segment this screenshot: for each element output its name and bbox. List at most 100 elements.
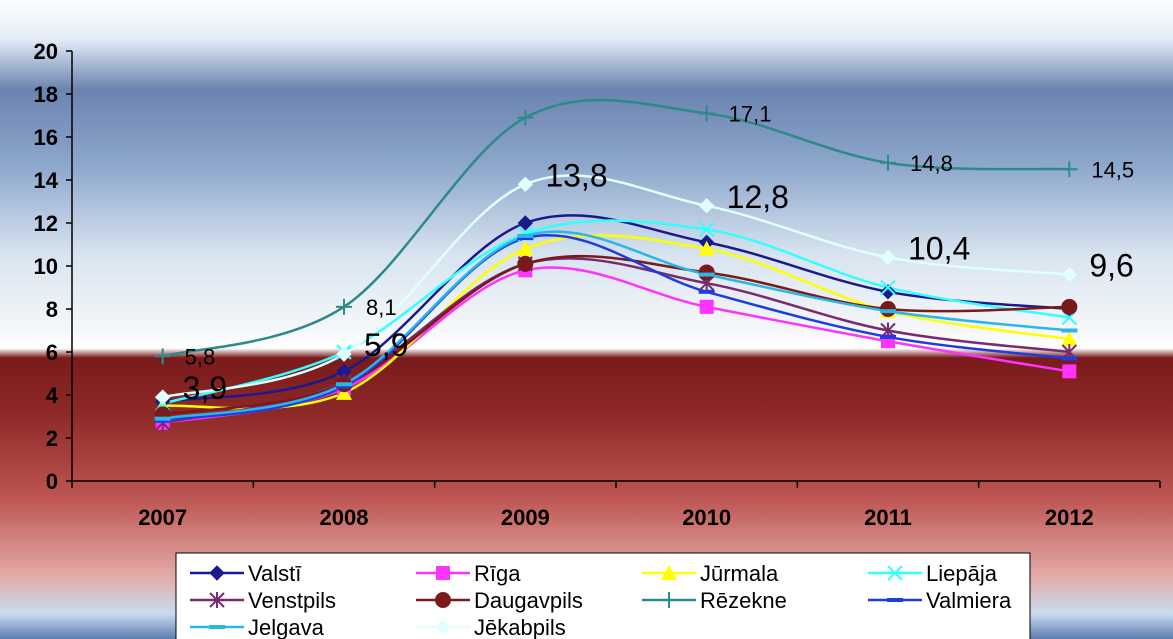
legend-box <box>175 552 1031 639</box>
legend-marker <box>209 625 225 629</box>
data-label: 9,6 <box>1089 248 1133 284</box>
data-point-jekabpils <box>154 389 171 405</box>
data-point-valsti <box>880 284 896 300</box>
y-tick-label: 10 <box>34 254 58 279</box>
legend-marker <box>435 619 451 635</box>
legend-label: Jelgava <box>248 615 325 639</box>
legend-label: Venstpils <box>248 588 336 613</box>
data-point-jelgava <box>154 416 171 421</box>
data-labels: 5,8 8,1 17,1 14,8 14,5 3,9 5,9 13,8 12,8 10,4 9,6 <box>183 101 1134 406</box>
legend-marker <box>661 565 677 580</box>
y-tick-label: 2 <box>46 426 58 451</box>
data-point-jurmala <box>1061 331 1078 347</box>
data-point-daugavpils <box>880 301 896 317</box>
axes: 0 2 4 6 8 10 12 14 16 18 20 2007 2008 2009 2010 2011 201… <box>34 39 1161 530</box>
data-point-jurmala <box>698 240 715 256</box>
data-point-jelgava <box>336 382 352 387</box>
data-point-jelgava <box>517 233 534 238</box>
legend-label: Jūrmala <box>700 561 779 586</box>
legend-marker <box>209 592 225 608</box>
data-point-jurmala <box>517 240 534 256</box>
data-label: 14,5 <box>1091 157 1134 182</box>
legend-marker <box>436 566 450 580</box>
data-point-rezekne <box>517 109 534 126</box>
data-point-jelgava <box>880 309 896 314</box>
y-tick-label: 20 <box>34 39 58 64</box>
x-tick-label: 2012 <box>1045 505 1094 530</box>
legend-item-jekabpils: Jēkabpils <box>416 615 566 639</box>
legend-marker <box>887 565 903 581</box>
legend-marker <box>661 592 677 608</box>
legend-item-liepaja: Liepāja <box>868 561 998 586</box>
legend-label: Daugavpils <box>474 588 583 613</box>
data-label: 5,9 <box>364 327 408 363</box>
legend-item-valmiera: Valmiera <box>868 588 1012 613</box>
legend-label: Liepāja <box>926 561 998 586</box>
series-line-valmiera <box>162 233 1070 423</box>
legend-item-daugavpils: Daugavpils <box>416 588 583 613</box>
data-label: 17,1 <box>729 101 772 126</box>
series-line-jurmala <box>162 234 1070 410</box>
legend-item-riga: Rīga <box>416 561 521 586</box>
legend-item-venstpils: Venstpils <box>190 588 336 613</box>
x-tick-label: 2010 <box>682 505 731 530</box>
legend-item-jurmala: Jūrmala <box>642 561 779 586</box>
legend-label: Valmiera <box>926 588 1012 613</box>
legend-label: Rēzekne <box>700 588 787 613</box>
series-line-daugavpils <box>162 254 1070 416</box>
data-point-rezekne <box>154 348 171 365</box>
legend-item-rezekne: Rēzekne <box>642 588 787 613</box>
series-line-jekabpils <box>162 174 1070 399</box>
data-point-valmiera <box>1061 356 1078 361</box>
data-label: 14,8 <box>910 151 953 176</box>
data-label: 5,8 <box>185 344 216 369</box>
data-point-valmiera <box>517 236 534 241</box>
legend-marker <box>209 565 225 581</box>
data-point-daugavpils <box>698 264 715 281</box>
data-label: 12,8 <box>727 179 789 215</box>
data-point-riga <box>1062 364 1077 379</box>
data-label: 3,9 <box>183 370 227 406</box>
legend-item-jelgava: Jelgava <box>190 615 325 639</box>
data-point-daugavpils <box>1061 298 1078 315</box>
legend-label: Rīga <box>474 561 521 586</box>
y-tick-label: 6 <box>46 340 58 365</box>
data-point-jelgava <box>1061 328 1078 333</box>
data-point-riga <box>699 299 714 314</box>
data-point-valmiera <box>880 334 896 339</box>
series-lines <box>162 98 1070 425</box>
data-point-rezekne <box>880 154 896 171</box>
data-label: 13,8 <box>545 157 607 193</box>
legend-item-valsti: Valstī <box>190 561 302 586</box>
series-line-liepaja <box>162 219 1070 405</box>
data-point-jekabpils <box>517 176 534 193</box>
x-tick-label: 2007 <box>138 505 187 530</box>
legend-marker <box>435 592 451 608</box>
y-tick-label: 18 <box>34 82 58 107</box>
x-tick-label: 2011 <box>864 505 912 530</box>
legend-label: Jēkabpils <box>474 615 566 639</box>
data-label: 10,4 <box>908 230 970 266</box>
legend-marker <box>887 598 903 602</box>
data-point-valsti <box>517 215 534 231</box>
legend-label: Valstī <box>248 561 302 586</box>
data-point-valmiera <box>154 418 171 423</box>
data-point-jekabpils <box>1061 266 1078 283</box>
x-tick-label: 2008 <box>320 505 369 530</box>
legend: Valstī Rīga Jūrmala Liepāja Venstpils Daugavp… <box>175 552 1031 639</box>
y-tick-label: 0 <box>46 469 58 494</box>
data-point-rezekne <box>336 298 352 315</box>
data-point-jelgava <box>698 272 715 277</box>
data-label: 8,1 <box>366 295 397 320</box>
data-point-rezekne <box>1061 161 1078 178</box>
data-point-valmiera <box>698 289 715 294</box>
x-tick-label: 2009 <box>501 505 550 530</box>
data-point-liepaja <box>880 279 896 296</box>
y-tick-label: 4 <box>46 383 59 408</box>
series-line-jelgava <box>162 230 1070 420</box>
y-tick-label: 12 <box>34 211 58 236</box>
data-point-daugavpils <box>517 255 534 272</box>
data-point-jurmala <box>336 384 352 400</box>
